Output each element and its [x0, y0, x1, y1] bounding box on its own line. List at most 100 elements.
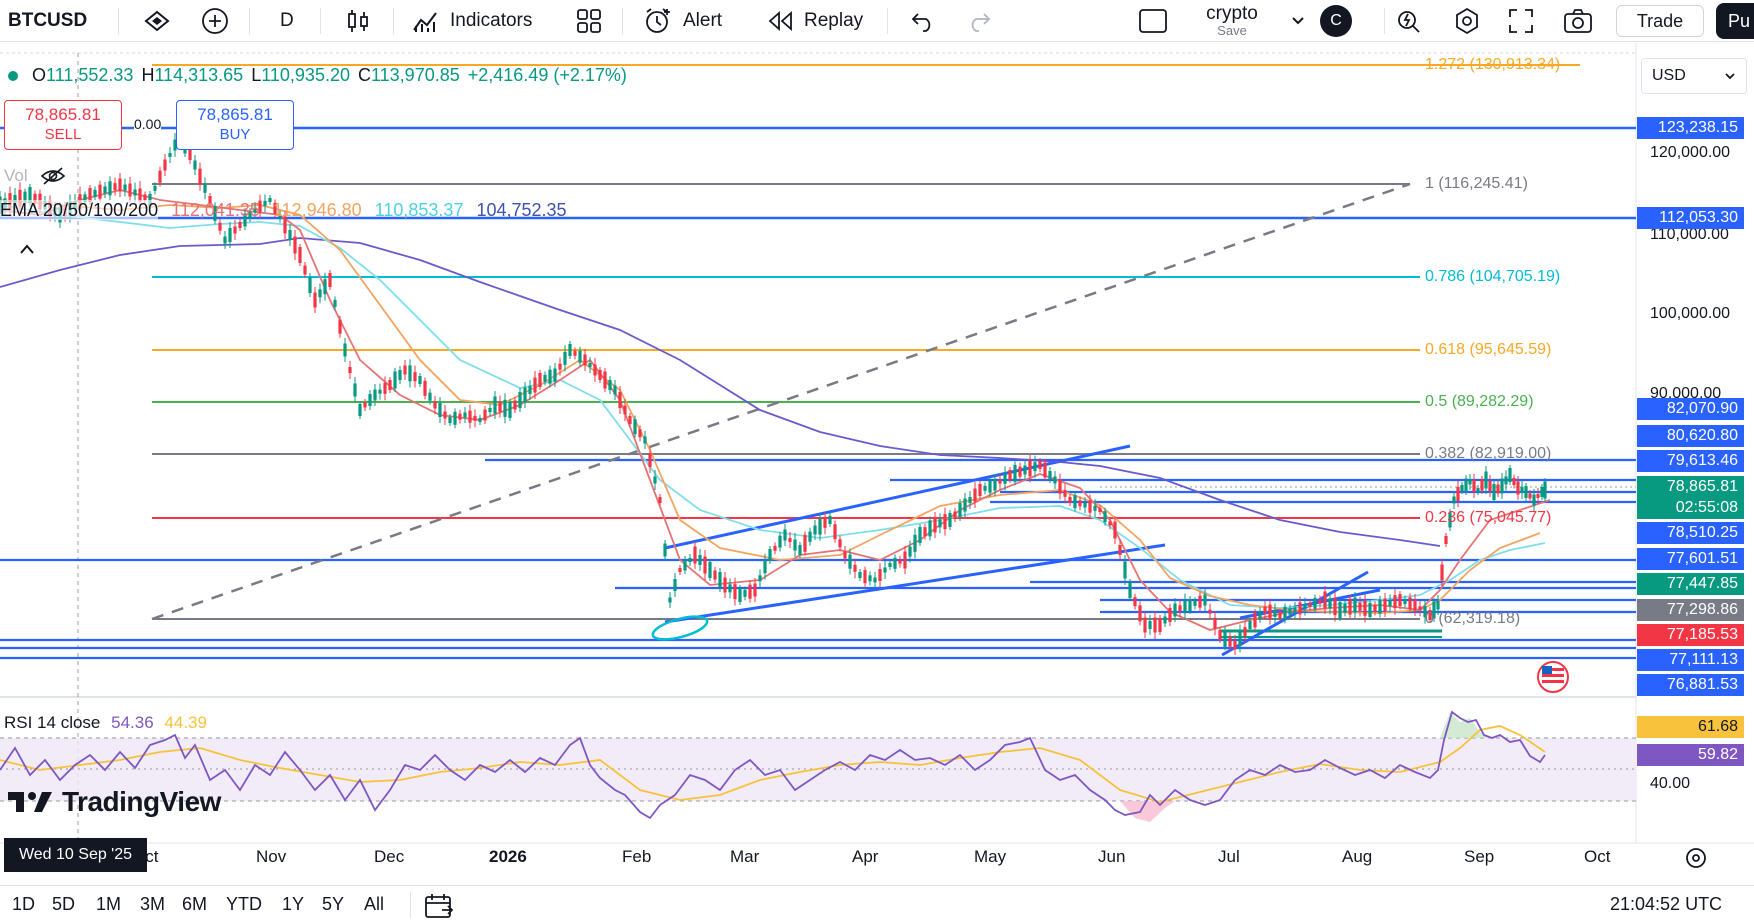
candle-body — [1444, 536, 1448, 544]
candle-body — [1053, 476, 1057, 484]
candle-body — [228, 228, 232, 242]
layout-icon[interactable] — [1138, 0, 1168, 42]
candle-body — [238, 222, 242, 228]
range-button-ytd[interactable]: YTD — [226, 894, 262, 914]
candle-body — [1343, 603, 1347, 613]
volume-legend: Vol — [4, 166, 66, 186]
candle-body — [853, 564, 857, 572]
replay-button[interactable]: Replay — [766, 0, 863, 42]
candle-body — [1133, 597, 1137, 607]
candle-body — [1383, 598, 1387, 612]
buy-button[interactable]: 78,865.81 BUY — [176, 100, 294, 150]
range-button-3m[interactable]: 3M — [140, 894, 166, 914]
publish-button[interactable]: Pu — [1716, 0, 1754, 42]
calendar-icon[interactable] — [424, 892, 454, 923]
time-axis-label: Feb — [622, 847, 652, 866]
alert-button[interactable]: Alert — [643, 0, 722, 42]
collapse-legend-icon[interactable] — [18, 242, 36, 260]
layout-name-button[interactable]: crypto Save — [1200, 0, 1264, 42]
candle-body — [93, 189, 97, 197]
candle-body — [213, 205, 217, 221]
candle-body — [953, 511, 957, 519]
eye-hidden-icon[interactable] — [40, 166, 66, 186]
trade-button[interactable]: Trade — [1616, 0, 1704, 42]
candle-body — [313, 292, 317, 308]
candle-body — [1413, 599, 1417, 611]
range-button-1m[interactable]: 1M — [96, 894, 122, 914]
candle-body — [1418, 606, 1422, 611]
time-axis-label: Aug — [1342, 847, 1373, 866]
candle-body — [353, 383, 357, 397]
candle-body — [363, 402, 367, 408]
candle-body — [1298, 602, 1302, 615]
status-dot-icon — [8, 70, 18, 81]
time-axis-label: Nov — [256, 847, 287, 866]
chart-settings-icon[interactable] — [1684, 846, 1708, 875]
chevron-down-icon — [1725, 73, 1735, 80]
range-button-1y[interactable]: 1Y — [282, 894, 305, 914]
candle-body — [1033, 462, 1037, 472]
candle-body — [448, 417, 452, 423]
candle-body — [1278, 612, 1282, 618]
quick-search-icon[interactable] — [1396, 0, 1422, 42]
top-toolbar: BTCUSD D Indicators Alert Replay crypto … — [0, 0, 1754, 42]
candle-body — [33, 193, 37, 203]
candle-body — [1500, 478, 1504, 494]
fullscreen-icon[interactable] — [1508, 0, 1534, 42]
range-button-all[interactable]: All — [364, 894, 385, 914]
templates-icon[interactable] — [576, 0, 602, 42]
candle-body — [1520, 487, 1524, 493]
symbol-search[interactable]: BTCUSD — [8, 0, 87, 42]
sell-button[interactable]: 78,865.81 SELL — [4, 100, 122, 150]
candle-body — [1273, 609, 1277, 617]
candles-icon[interactable] — [346, 0, 370, 42]
candle-body — [1248, 621, 1252, 629]
currency-selector[interactable]: USD — [1641, 58, 1747, 94]
settings-icon[interactable] — [1453, 0, 1481, 42]
tradingview-logo[interactable]: TradingView — [8, 786, 221, 818]
candle-body — [658, 497, 662, 503]
candle-body — [1218, 630, 1222, 640]
tradingview-logo-icon — [8, 792, 52, 812]
candle-body — [1388, 600, 1392, 607]
candle-body — [503, 399, 507, 417]
utc-clock[interactable]: 21:04:52 UTC — [1610, 894, 1723, 914]
candle-body — [1018, 466, 1022, 477]
candle-body — [908, 546, 912, 557]
candle-body — [123, 184, 127, 191]
range-button-5y[interactable]: 5Y — [322, 894, 345, 914]
favorite-icon[interactable] — [144, 0, 170, 42]
range-button-6m[interactable]: 6M — [182, 894, 208, 914]
camera-icon[interactable] — [1563, 0, 1593, 42]
redo-icon[interactable] — [966, 0, 992, 42]
candle-body — [168, 153, 172, 157]
candle-body — [823, 518, 827, 528]
candle-body — [1228, 636, 1232, 647]
range-button-1d[interactable]: 1D — [12, 894, 36, 914]
candle-body — [223, 236, 227, 244]
candle-body — [628, 416, 632, 424]
close-label: C — [357, 65, 371, 85]
candle-body — [118, 178, 122, 192]
candle-body — [1423, 606, 1427, 618]
chevron-down-icon[interactable] — [1290, 0, 1306, 42]
candle-body — [83, 194, 87, 203]
candle-body — [878, 569, 882, 581]
indicators-button[interactable]: Indicators — [412, 0, 532, 42]
divider — [118, 8, 119, 34]
logo-text: TradingView — [62, 786, 221, 817]
interval-selector[interactable]: D — [280, 0, 294, 42]
ema-50-value: 112,946.80 — [272, 200, 362, 220]
candle-body — [1268, 604, 1272, 619]
range-button-5d[interactable]: 5D — [52, 894, 76, 914]
undo-icon[interactable] — [910, 0, 936, 42]
avatar[interactable]: C — [1320, 0, 1352, 42]
publish-label: Pu — [1716, 3, 1754, 39]
candle-body — [188, 150, 192, 160]
add-symbol-icon[interactable] — [201, 0, 229, 42]
candle-body — [1063, 489, 1067, 497]
time-axis-label: Oct — [1584, 847, 1611, 866]
candle-body — [318, 289, 322, 298]
candle-body — [288, 230, 292, 240]
